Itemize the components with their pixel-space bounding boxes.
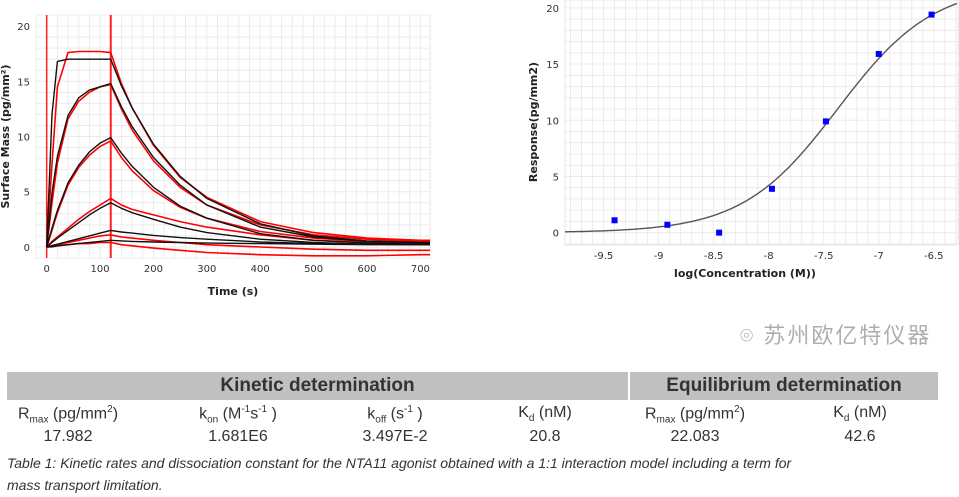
y-tick-label: 0	[24, 243, 30, 254]
data-curve	[46, 234, 430, 252]
data-point	[716, 229, 723, 236]
fit-curve	[46, 239, 430, 248]
x-tick-label: 0	[43, 264, 49, 275]
fit-curve	[565, 2, 958, 233]
data-point	[875, 50, 882, 57]
caption-line-2: mass transport limitation.	[7, 477, 163, 493]
equilibrium-chart: -9.5 -9 -8.5 -8 -7.5 -7 -6.5 0 5 10 15 20 log(Concen…	[527, 0, 959, 280]
column-header: Rmax (pg/mm2)	[644, 404, 746, 426]
x-tick-label: 300	[197, 264, 216, 275]
table-value: 42.6	[844, 428, 876, 445]
x-tick-label: -8	[764, 251, 774, 262]
x-tick-label: -8.5	[704, 251, 724, 262]
x-tick-label: 500	[304, 264, 323, 275]
x-tick-label: -7	[874, 251, 884, 262]
data-point	[611, 217, 618, 224]
table-value: 3.497E-2	[362, 428, 428, 445]
table-value: 20.8	[529, 428, 561, 445]
x-tick-label: 100	[91, 264, 110, 275]
watermark-text: 苏州欧亿特仪器	[763, 323, 932, 348]
fit-curve	[46, 82, 430, 248]
y-axis-label: Surface Mass (pg/mm²)	[0, 64, 12, 208]
x-tick-label: 600	[357, 264, 376, 275]
wechat-icon: ⌾	[740, 323, 764, 348]
fit-curve	[46, 136, 430, 248]
x-tick-label: -6.5	[924, 251, 944, 262]
results-table: Kinetic determination Equilibrium determ…	[7, 372, 938, 400]
group-equilibrium: Equilibrium determination	[666, 375, 902, 396]
y-tick-label: 15	[546, 60, 559, 71]
y-tick-label: 10	[17, 133, 30, 144]
x-tick-label: -9	[654, 251, 664, 262]
column-header: Rmax (pg/mm2)	[17, 404, 119, 426]
data-point	[664, 221, 671, 228]
x-axis-label: Time (s)	[208, 285, 259, 298]
table-value: 1.681E6	[208, 428, 268, 445]
table-value: 22.083	[670, 428, 720, 445]
x-tick-label: -7.5	[814, 251, 834, 262]
y-tick-label: 0	[553, 229, 559, 240]
data-point	[822, 118, 829, 125]
data-point	[928, 11, 935, 18]
caption-line-1: Table 1: Kinetic rates and dissociation …	[7, 455, 792, 471]
y-tick-label: 20	[546, 4, 559, 15]
x-tick-label: 700	[411, 264, 430, 275]
plot-area	[564, 0, 959, 246]
column-header: kon (M-1s-1 )	[199, 404, 277, 426]
kinetics-chart: 0 100 200 300 400 500 600 700 0 5 10 15 20 Time (s) Su…	[0, 14, 431, 298]
data-curve	[45, 140, 430, 248]
y-tick-label: 5	[24, 188, 30, 199]
table-value: 17.982	[43, 428, 93, 445]
column-header: Kd (nM)	[833, 404, 887, 425]
x-tick-label: 200	[144, 264, 163, 275]
y-tick-label: 20	[17, 22, 30, 33]
watermark: ⌾ 苏州欧亿特仪器	[740, 318, 931, 350]
y-tick-label: 5	[553, 172, 559, 183]
column-header: koff (s-1 )	[367, 404, 423, 426]
y-tick-label: 10	[546, 116, 559, 127]
data-curve	[45, 83, 430, 248]
y-axis-label: Response(pg/mm2)	[527, 62, 540, 182]
data-point	[768, 185, 775, 192]
group-kinetic: Kinetic determination	[7, 372, 630, 400]
column-header: Kd (nM)	[518, 404, 572, 425]
x-tick-label: 400	[251, 264, 270, 275]
fit-curve	[46, 58, 430, 248]
y-tick-label: 15	[17, 77, 30, 88]
fit-curve	[46, 202, 430, 248]
x-tick-label: -9.5	[594, 251, 614, 262]
x-axis-label: log(Concentration (M))	[674, 267, 816, 280]
